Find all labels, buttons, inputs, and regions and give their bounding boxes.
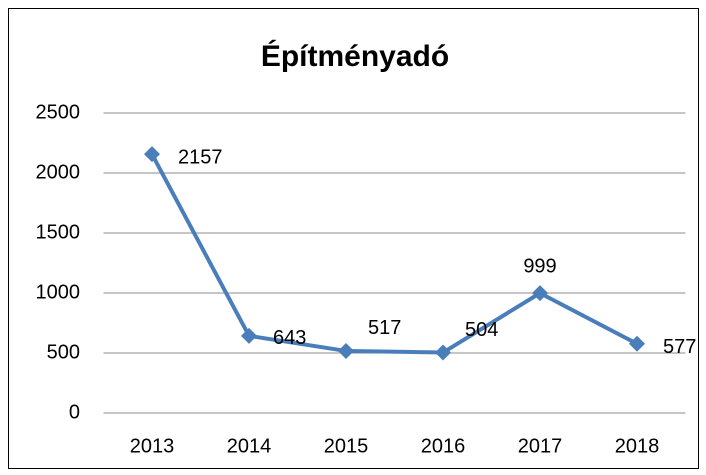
- data-line: [150, 153, 638, 355]
- chart-title: Építményadó: [261, 39, 449, 73]
- data-label: 504: [465, 319, 498, 341]
- y-tick-label: 0: [69, 401, 80, 423]
- data-label: 2157: [178, 146, 223, 168]
- y-tick-label: 1000: [36, 281, 81, 303]
- x-tick-label: 2013: [130, 435, 175, 457]
- x-tick-label: 2018: [615, 435, 660, 457]
- y-tick-label: 500: [47, 341, 80, 363]
- data-label: 577: [663, 336, 696, 358]
- data-point: [241, 327, 257, 344]
- data-point: [338, 342, 354, 359]
- x-tick-label: 2017: [518, 435, 563, 457]
- y-tick-label: 2000: [36, 161, 81, 183]
- x-tick-label: 2016: [421, 435, 466, 457]
- data-label: 517: [368, 317, 401, 339]
- data-point: [532, 285, 548, 302]
- data-point: [144, 146, 160, 163]
- data-label: 643: [273, 327, 306, 349]
- y-tick-label: 1500: [36, 221, 81, 243]
- chart-frame: [8, 8, 699, 469]
- x-tick-label: 2015: [324, 435, 369, 457]
- data-point: [629, 335, 645, 352]
- x-tick-label: 2014: [227, 435, 272, 457]
- data-point: [435, 344, 451, 361]
- y-tick-label: 2500: [36, 101, 81, 123]
- data-label: 999: [523, 255, 556, 277]
